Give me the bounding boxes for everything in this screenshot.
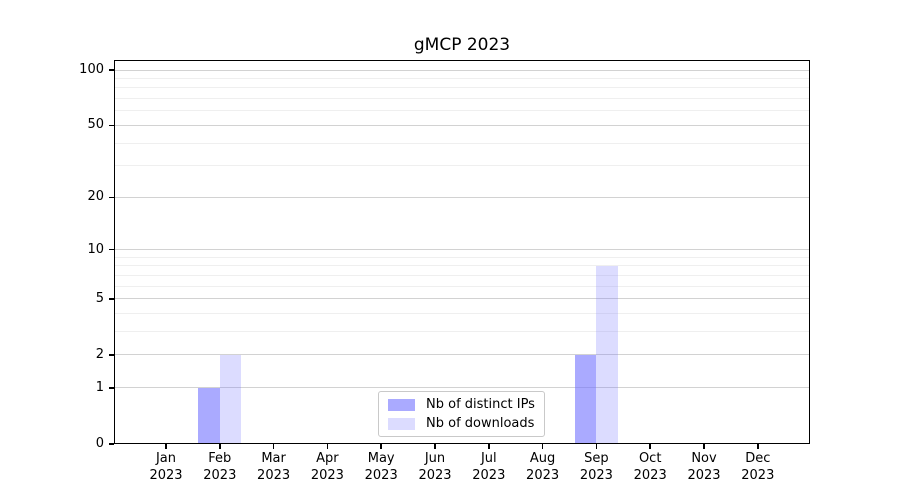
x-tick-label: May 2023 bbox=[364, 451, 398, 483]
gridline-minor bbox=[114, 98, 810, 100]
x-tick-label: Sep 2023 bbox=[579, 451, 613, 483]
gridline-major bbox=[114, 249, 810, 251]
x-tick-mark bbox=[541, 444, 544, 449]
y-tick-mark bbox=[109, 354, 114, 356]
x-tick-mark bbox=[488, 444, 490, 449]
x-tick-mark bbox=[380, 444, 382, 449]
plot-border bbox=[114, 60, 810, 444]
legend: Nb of distinct IPs Nb of downloads bbox=[378, 391, 545, 437]
x-tick-label: Jul 2023 bbox=[472, 451, 506, 483]
gridline-minor bbox=[114, 285, 810, 287]
x-tick-label: Feb 2023 bbox=[203, 451, 237, 483]
y-tick-mark bbox=[109, 387, 114, 389]
x-tick-mark bbox=[165, 444, 167, 449]
bar-nb-of-distinct-ips-sep-2023 bbox=[574, 354, 597, 444]
y-tick-mark bbox=[109, 248, 114, 251]
gridline-major bbox=[114, 387, 810, 389]
x-tick-mark bbox=[595, 444, 598, 449]
gridline-major bbox=[114, 124, 810, 126]
x-tick-mark bbox=[757, 444, 759, 449]
x-tick-label: Aug 2023 bbox=[526, 451, 560, 483]
legend-item: Nb of distinct IPs bbox=[388, 398, 535, 411]
chart-title: gMCP 2023 bbox=[413, 35, 511, 55]
y-tick-mark bbox=[109, 69, 114, 71]
x-tick-mark bbox=[272, 444, 275, 449]
legend-swatch-distinct-ips bbox=[388, 398, 415, 411]
gridline-minor bbox=[114, 265, 810, 267]
x-tick-mark bbox=[326, 444, 329, 449]
gridline-minor bbox=[114, 256, 810, 258]
gridline-major bbox=[114, 196, 810, 198]
gridline-minor bbox=[114, 331, 810, 333]
x-tick-label: Dec 2023 bbox=[741, 451, 775, 483]
gridline-minor bbox=[114, 274, 810, 276]
y-tick-mark bbox=[109, 196, 114, 199]
x-tick-label: Oct 2023 bbox=[633, 451, 667, 483]
gridline-minor bbox=[114, 110, 810, 112]
y-tick-label: 20 bbox=[87, 189, 104, 205]
y-tick-label: 1 bbox=[95, 379, 104, 395]
x-tick-label: Nov 2023 bbox=[687, 451, 721, 483]
bar-nb-of-downloads-sep-2023 bbox=[596, 265, 618, 444]
bar-nb-of-downloads-feb-2023 bbox=[219, 354, 242, 444]
x-tick-mark bbox=[434, 444, 436, 449]
x-tick-mark bbox=[219, 444, 221, 449]
y-tick-label: 5 bbox=[95, 290, 104, 306]
legend-item: Nb of downloads bbox=[388, 417, 535, 430]
gridline-major bbox=[114, 354, 810, 356]
bar-nb-of-distinct-ips-feb-2023 bbox=[198, 387, 220, 444]
x-tick-label: Jun 2023 bbox=[418, 451, 452, 483]
gridline-minor bbox=[114, 313, 810, 315]
x-tick-label: Jan 2023 bbox=[149, 451, 183, 483]
y-tick-label: 0 bbox=[95, 436, 104, 451]
y-tick-label: 50 bbox=[87, 117, 104, 133]
x-tick-label: Mar 2023 bbox=[257, 451, 291, 483]
gridline-major bbox=[114, 298, 810, 300]
legend-swatch-downloads bbox=[388, 417, 415, 430]
gridline-major bbox=[114, 69, 810, 71]
y-tick-mark bbox=[109, 298, 114, 300]
x-tick-label: Apr 2023 bbox=[310, 451, 344, 483]
y-tick-label: 2 bbox=[95, 346, 104, 362]
y-tick-label: 10 bbox=[87, 241, 104, 257]
gridline-minor bbox=[114, 77, 810, 79]
gridline-minor bbox=[114, 142, 810, 144]
y-tick-mark bbox=[109, 443, 114, 445]
gridline-minor bbox=[114, 87, 810, 89]
x-tick-mark bbox=[703, 444, 705, 449]
x-tick-mark bbox=[649, 444, 651, 449]
legend-label: Nb of downloads bbox=[426, 416, 535, 431]
y-tick-label: 100 bbox=[79, 62, 104, 77]
y-tick-mark bbox=[109, 124, 114, 127]
gridline-minor bbox=[114, 165, 810, 167]
legend-label: Nb of distinct IPs bbox=[426, 397, 535, 412]
